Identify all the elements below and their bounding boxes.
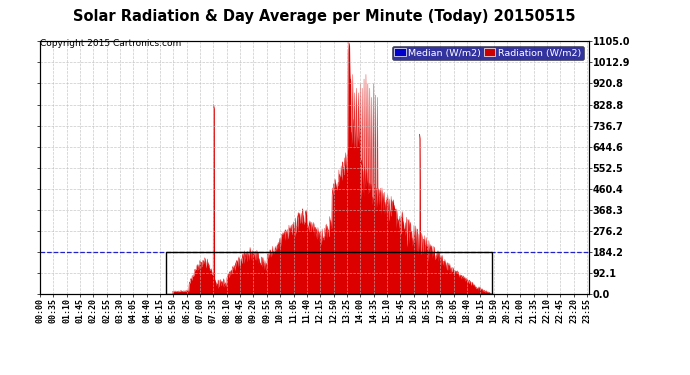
Text: Solar Radiation & Day Average per Minute (Today) 20150515: Solar Radiation & Day Average per Minute… [73,9,575,24]
Legend: Median (W/m2), Radiation (W/m2): Median (W/m2), Radiation (W/m2) [392,46,584,60]
Text: Copyright 2015 Cartronics.com: Copyright 2015 Cartronics.com [40,39,181,48]
Bar [166,252,492,294]
